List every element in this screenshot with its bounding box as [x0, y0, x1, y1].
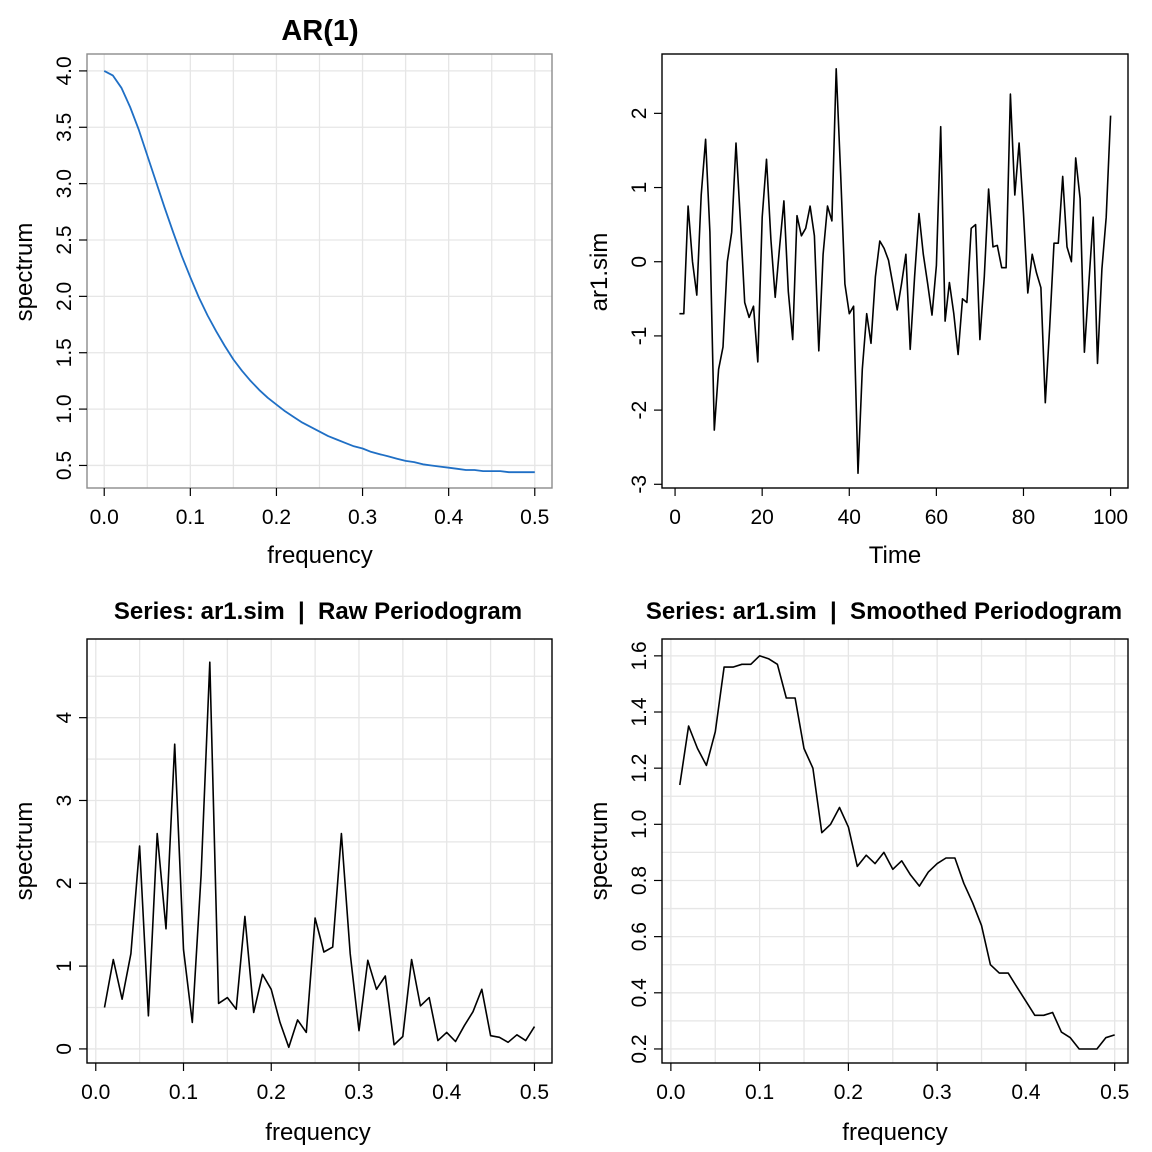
x-axis-title: frequency — [265, 1119, 370, 1146]
x-tick-label: 0.3 — [344, 1081, 373, 1104]
x-tick-label: 20 — [750, 506, 773, 529]
x-tick-label: 0.4 — [434, 506, 464, 529]
y-tick-label: 3 — [53, 795, 76, 807]
y-tick-label: 2 — [628, 108, 651, 120]
y-tick-label: 1.2 — [628, 754, 651, 783]
panel-title: AR(1) — [281, 15, 358, 47]
y-tick-label: 2 — [53, 877, 76, 889]
y-tick-label: 1.4 — [628, 697, 651, 727]
y-tick-label: 0 — [53, 1043, 76, 1055]
series-line — [679, 68, 1112, 475]
y-axis-title: spectrum — [11, 223, 38, 322]
x-tick-label: 0.5 — [1100, 1081, 1129, 1104]
x-tick-label: 0.1 — [169, 1081, 198, 1104]
x-tick-label: 80 — [1012, 506, 1035, 529]
plot-frame — [661, 53, 1129, 489]
x-tick-label: 0.5 — [520, 506, 549, 529]
x-tick-label: 0.4 — [1011, 1081, 1041, 1104]
x-tick-label: 0.1 — [176, 506, 205, 529]
x-tick-label: 0.5 — [520, 1081, 549, 1104]
x-tick-label: 0.0 — [81, 1081, 110, 1104]
series-line — [103, 70, 535, 474]
y-tick-label: 4 — [53, 712, 76, 724]
x-tick-label: 100 — [1093, 506, 1128, 529]
x-axis-title: frequency — [842, 1119, 947, 1146]
ar1-spectrum-panel: 0.0 0.1 0.2 0.3 0.4 0.5 0.5 1.0 1.5 2.0 2.5 3.0 3.5 4… — [11, 15, 553, 569]
y-tick-label: 1.0 — [628, 810, 651, 839]
x-tick-label: 0.2 — [834, 1081, 863, 1104]
y-tick-label: 3.0 — [53, 169, 76, 198]
x-tick-label: 0.2 — [262, 506, 291, 529]
smoothed-periodogram-panel: 0.0 0.1 0.2 0.3 0.4 0.5 0.2 0.4 0.6 0.8 1.0 1.2 1.4 1… — [586, 598, 1129, 1146]
y-tick-label: -1 — [628, 327, 651, 346]
series-line — [679, 654, 1115, 1050]
y-tick-label: 2.0 — [53, 282, 76, 311]
plot-frame — [86, 638, 553, 1064]
x-tick-label: 0.4 — [432, 1081, 462, 1104]
y-tick-label: 0.2 — [628, 1034, 651, 1063]
ar1-sim-time-series-panel: 0 20 40 60 80 100 -3 -2 -1 0 1 2 Time ar1.sim — [586, 53, 1129, 569]
y-tick-label: 1 — [628, 182, 651, 194]
x-axis-title: frequency — [267, 542, 372, 569]
series-line — [103, 661, 536, 1049]
panel-title: Series: ar1.sim | Raw Periodogram — [114, 598, 522, 625]
x-tick-label: 0.3 — [923, 1081, 952, 1104]
raw-periodogram-panel: 0.0 0.1 0.2 0.3 0.4 0.5 0 1 2 3 4 frequency spectrum… — [11, 598, 553, 1146]
x-axis-title: Time — [869, 542, 921, 569]
y-axis-title: spectrum — [586, 802, 613, 901]
y-tick-label: 4.0 — [53, 56, 76, 85]
plot-frame — [661, 638, 1129, 1064]
panel-title: Series: ar1.sim | Smoothed Periodogram — [646, 598, 1122, 625]
x-tick-label: 60 — [925, 506, 948, 529]
y-axis-title: spectrum — [11, 802, 38, 901]
y-tick-label: -3 — [628, 475, 651, 494]
x-tick-label: 0.1 — [745, 1081, 774, 1104]
x-tick-label: 0.2 — [257, 1081, 286, 1104]
y-tick-label: 1.5 — [53, 338, 76, 367]
y-tick-label: 0.8 — [628, 866, 651, 895]
y-tick-label: 3.5 — [53, 113, 76, 142]
y-tick-label: 1 — [53, 960, 76, 972]
y-tick-label: 1.6 — [628, 641, 651, 670]
y-tick-label: 0.4 — [628, 978, 651, 1008]
y-tick-label: 2.5 — [53, 225, 76, 254]
x-tick-label: 0 — [669, 506, 681, 529]
y-tick-label: -2 — [628, 401, 651, 420]
y-tick-label: 1.0 — [53, 394, 76, 423]
x-tick-label: 40 — [838, 506, 861, 529]
y-tick-label: 0 — [628, 256, 651, 268]
y-axis-title: ar1.sim — [586, 233, 613, 312]
x-tick-label: 0.3 — [348, 506, 377, 529]
y-tick-label: 0.6 — [628, 922, 651, 951]
plot-frame — [86, 53, 553, 489]
y-tick-label: 0.5 — [53, 451, 76, 480]
x-tick-label: 0.0 — [656, 1081, 685, 1104]
x-tick-label: 0.0 — [90, 506, 119, 529]
